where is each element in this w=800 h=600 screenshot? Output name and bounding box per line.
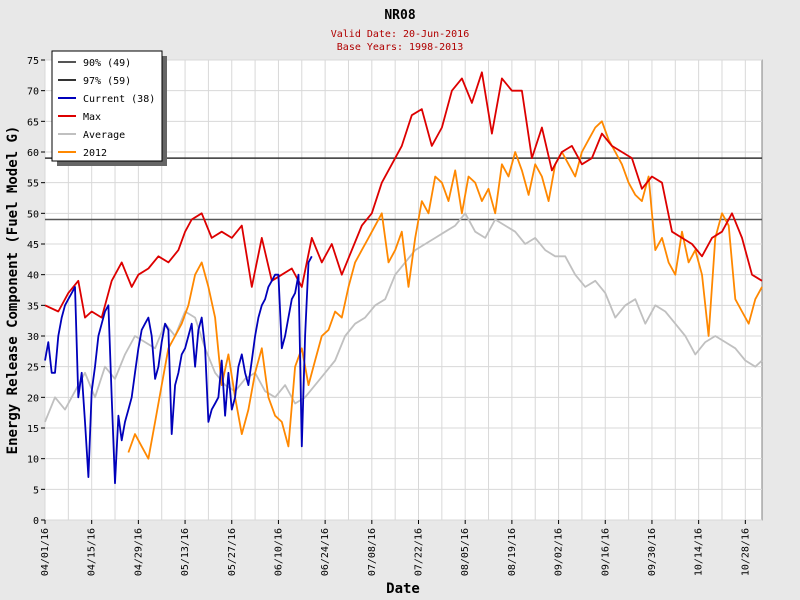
legend: 90% (49) 97% (59) Current (38) Max Average 20… bbox=[51, 50, 167, 166]
y-tick-label: 20 bbox=[27, 393, 39, 404]
x-tick-label: 09/16/16 bbox=[600, 528, 611, 576]
axes: 0 5 10 15 20 25 30 35 40 45 50 55 60 65 70 75 04/01/16 04… bbox=[27, 56, 751, 576]
x-tick-label: 08/19/16 bbox=[507, 528, 518, 576]
y-axis-label: Energy Release Component (Fuel Model G) bbox=[5, 126, 21, 455]
legend-entry: 2012 bbox=[83, 148, 107, 159]
y-tick-label: 75 bbox=[27, 56, 39, 67]
y-tick-label: 70 bbox=[27, 87, 39, 98]
x-tick-label: 07/22/16 bbox=[414, 528, 425, 576]
x-tick-label: 04/15/16 bbox=[87, 528, 98, 576]
y-tick-label: 0 bbox=[33, 516, 39, 527]
y-tick-label: 50 bbox=[27, 209, 39, 220]
series-line bbox=[44, 71, 763, 319]
x-tick-label: 08/05/16 bbox=[460, 528, 471, 576]
series-line bbox=[44, 255, 313, 485]
x-tick-label: 09/02/16 bbox=[554, 528, 565, 576]
series-group bbox=[44, 71, 763, 485]
y-tick-label: 40 bbox=[27, 271, 39, 282]
y-tick-label: 30 bbox=[27, 332, 39, 343]
y-tick-label: 65 bbox=[27, 117, 39, 128]
y-tick-label: 5 bbox=[33, 485, 39, 496]
x-tick-label: 06/10/16 bbox=[273, 528, 284, 576]
y-tick-label: 15 bbox=[27, 424, 39, 435]
y-tick-label: 10 bbox=[27, 455, 39, 466]
x-tick-label: 05/27/16 bbox=[227, 528, 238, 576]
x-tick-label: 04/01/16 bbox=[40, 528, 51, 576]
x-tick-label: 10/14/16 bbox=[694, 528, 705, 576]
x-tick-label: 04/29/16 bbox=[133, 528, 144, 576]
x-tick-label: 06/24/16 bbox=[320, 528, 331, 576]
x-tick-label: 05/13/16 bbox=[180, 528, 191, 576]
x-tick-label: 09/30/16 bbox=[647, 528, 658, 576]
legend-entry: Current (38) bbox=[83, 94, 155, 105]
chart-subtitle-valid-date: Valid Date: 20-Jun-2016 bbox=[331, 29, 469, 40]
y-tick-label: 35 bbox=[27, 301, 39, 312]
legend-entry: 97% (59) bbox=[83, 76, 131, 87]
series-line bbox=[127, 120, 763, 460]
legend-entry: Average bbox=[83, 130, 125, 141]
legend-entry: 90% (49) bbox=[83, 58, 131, 69]
y-tick-label: 60 bbox=[27, 148, 39, 159]
chart-title: NR08 bbox=[384, 8, 415, 23]
legend-box bbox=[51, 50, 163, 162]
x-tick-label: 07/08/16 bbox=[367, 528, 378, 576]
x-axis-label: Date bbox=[386, 581, 420, 597]
y-tick-label: 55 bbox=[27, 179, 39, 190]
y-tick-label: 45 bbox=[27, 240, 39, 251]
chart-subtitle-base-years: Base Years: 1998-2013 bbox=[337, 42, 463, 53]
x-tick-label: 10/28/16 bbox=[740, 528, 751, 576]
legend-entry: Max bbox=[83, 112, 101, 123]
y-tick-label: 25 bbox=[27, 363, 39, 374]
